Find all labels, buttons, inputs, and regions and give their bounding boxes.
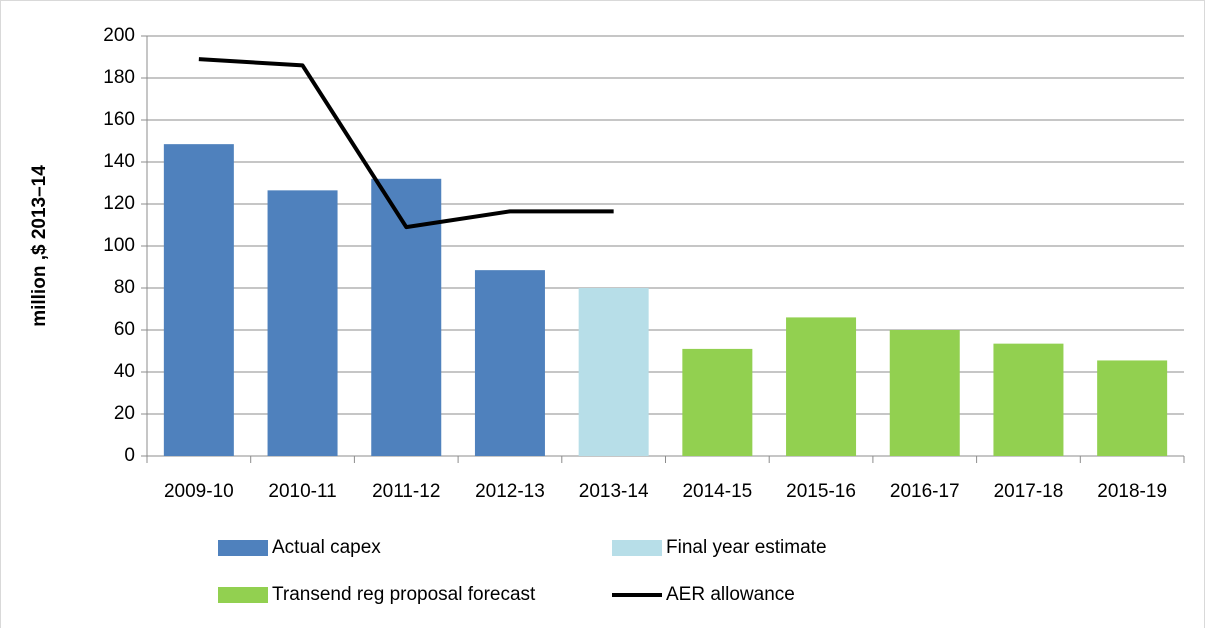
y-tick-label: 40 xyxy=(114,361,135,382)
x-tick-label: 2016-17 xyxy=(890,481,960,502)
y-tick-label: 140 xyxy=(103,151,135,172)
x-tick-label: 2009-10 xyxy=(164,481,234,502)
bar xyxy=(578,288,649,456)
legend-label: AER allowance xyxy=(666,584,795,605)
x-tick-label: 2011-12 xyxy=(372,481,440,502)
bar xyxy=(163,144,234,456)
line xyxy=(198,57,614,230)
bar xyxy=(786,317,857,456)
y-tick-label: 0 xyxy=(124,445,135,466)
bar xyxy=(682,348,753,456)
y-tick-label: 80 xyxy=(114,277,135,298)
legend-swatch xyxy=(218,540,268,556)
legend-swatch xyxy=(612,540,662,556)
bar xyxy=(371,178,442,457)
y-tick-label: 60 xyxy=(114,319,135,340)
x-tick-label: 2014-15 xyxy=(682,481,752,502)
legend-label: Final year estimate xyxy=(666,537,827,558)
y-tick-label: 120 xyxy=(103,193,135,214)
y-tick-label: 160 xyxy=(103,109,135,130)
x-tick-label: 2017-18 xyxy=(994,481,1064,502)
y-tick-label: 100 xyxy=(103,235,135,256)
legend-label: Actual capex xyxy=(272,537,381,558)
x-tick-label: 2012-13 xyxy=(475,481,545,502)
x-tick-label: 2010-11 xyxy=(268,481,336,502)
bar xyxy=(1097,360,1168,456)
bar xyxy=(267,190,338,456)
y-tick-label: 200 xyxy=(103,25,135,46)
x-tick-label: 2015-16 xyxy=(786,481,856,502)
y-axis-label: million ,$ 2013–14 xyxy=(29,165,50,327)
legend-swatch xyxy=(218,587,268,603)
x-tick-label: 2013-14 xyxy=(579,481,649,502)
y-tick-label: 20 xyxy=(114,403,135,424)
bar xyxy=(889,330,960,456)
x-tick-label: 2018-19 xyxy=(1097,481,1167,502)
bar xyxy=(474,270,545,456)
legend-label: Transend reg proposal forecast xyxy=(272,584,536,605)
bar xyxy=(993,343,1064,456)
y-tick-label: 180 xyxy=(103,67,135,88)
